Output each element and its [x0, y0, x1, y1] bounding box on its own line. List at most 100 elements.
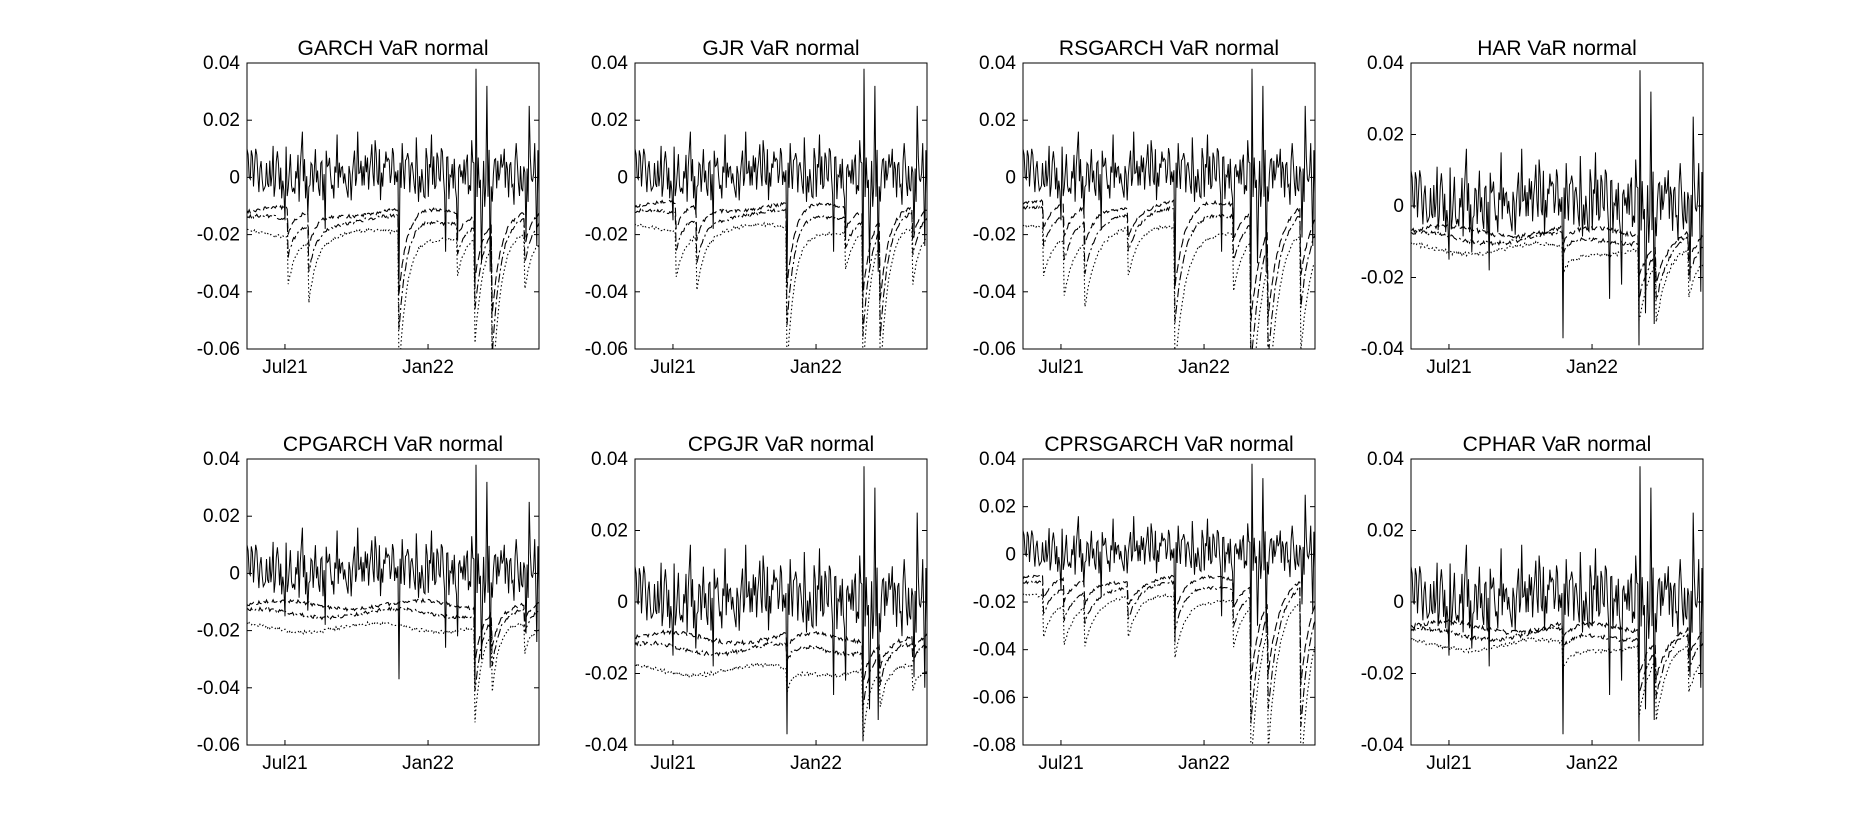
- y-tick-label: 0: [1005, 167, 1016, 188]
- subplot-6: CPGJR VaR normal -0.04 -0.02 0 0.02 0.04 Jul21…: [585, 433, 928, 774]
- x-tick-label: Jul21: [650, 357, 695, 378]
- x-tick-label: Jul21: [1038, 357, 1083, 378]
- y-tick-label: -0.02: [197, 225, 240, 246]
- var-line-dashed: [247, 597, 539, 665]
- y-tick-label: -0.06: [973, 339, 1016, 360]
- y-tick-label: 0.04: [203, 53, 240, 74]
- subplot-title: HAR VaR normal: [1477, 37, 1637, 60]
- y-tick-label: 0.02: [203, 110, 240, 131]
- y-tick-label: -0.06: [973, 687, 1016, 708]
- axes-box: [634, 62, 928, 350]
- var-line-dotted: [1411, 636, 1703, 721]
- var-line-dash-dot: [247, 213, 539, 349]
- x-tick-label: Jul21: [650, 753, 695, 774]
- var-line-dashed: [635, 199, 927, 299]
- subplot-5: CPGARCH VaR normal -0.06 -0.04 -0.02 0 0.02 0.…: [197, 433, 540, 774]
- y-tick-label: 0.02: [203, 506, 240, 527]
- x-tick-label: Jan22: [790, 753, 842, 774]
- var-line-dashed: [1411, 618, 1703, 680]
- var-line-dashed: [247, 204, 539, 314]
- x-tick-label: Jan22: [1178, 357, 1230, 378]
- y-tick-label: -0.06: [197, 735, 240, 756]
- var-line-dash-dot: [1411, 229, 1703, 300]
- returns-line: [1023, 68, 1315, 289]
- y-tick-label: -0.04: [585, 282, 629, 303]
- x-tick-label: Jul21: [262, 357, 307, 378]
- var-line-dotted: [1023, 223, 1315, 349]
- subplot-title: GJR VaR normal: [702, 37, 859, 60]
- returns-line: [1023, 463, 1315, 648]
- var-line-dash-dot: [247, 606, 539, 692]
- y-tick-label: 0.02: [979, 110, 1016, 131]
- y-tick-label: -0.02: [973, 592, 1016, 613]
- var-line-dotted: [1411, 240, 1703, 322]
- y-tick-label: -0.04: [973, 282, 1017, 303]
- y-tick-label: 0: [1393, 592, 1404, 613]
- y-tick-label: 0: [617, 592, 628, 613]
- y-tick-label: -0.06: [197, 339, 240, 360]
- var-line-dashed: [1023, 573, 1315, 685]
- y-tick-label: -0.06: [585, 339, 628, 360]
- y-tick-label: 0: [229, 563, 240, 584]
- y-tick-label: 0: [1005, 544, 1016, 565]
- y-tick-label: 0.04: [591, 449, 628, 470]
- var-line-dashed: [1023, 198, 1315, 322]
- y-tick-label: 0.04: [979, 449, 1016, 470]
- var-line-dash-dot: [1023, 579, 1315, 727]
- x-tick-label: Jan22: [1178, 753, 1230, 774]
- y-tick-label: 0: [1393, 196, 1404, 217]
- returns-line: [635, 68, 927, 289]
- var-line-dotted: [1023, 592, 1315, 745]
- y-tick-label: 0: [617, 167, 628, 188]
- subplot-4: HAR VaR normal -0.04 -0.02 0 0.02 0.04 Jul21 Ja…: [1361, 37, 1704, 378]
- returns-line: [1411, 70, 1703, 346]
- y-tick-label: -0.02: [1361, 268, 1404, 289]
- returns-line: [1411, 466, 1703, 742]
- y-tick-label: -0.02: [197, 621, 240, 642]
- y-tick-label: 0: [229, 167, 240, 188]
- subplot-7: CPRSGARCH VaR normal -0.08 -0.06 -0.04 -0.02…: [973, 433, 1316, 774]
- y-tick-label: 0.04: [1367, 449, 1404, 470]
- subplot-2: GJR VaR normal -0.06 -0.04 -0.02 0 0.02 0.04 Ju…: [585, 37, 928, 378]
- y-tick-label: -0.04: [585, 735, 629, 756]
- var-line-dash-dot: [635, 640, 927, 710]
- x-tick-label: Jul21: [1426, 357, 1471, 378]
- x-tick-label: Jan22: [790, 357, 842, 378]
- y-tick-label: -0.02: [973, 225, 1016, 246]
- subplot-title: RSGARCH VaR normal: [1059, 37, 1279, 60]
- subplot-3: RSGARCH VaR normal -0.06 -0.04 -0.02 0 0.02 0.…: [973, 37, 1316, 378]
- y-tick-label: -0.04: [197, 678, 241, 699]
- x-tick-label: Jan22: [402, 357, 454, 378]
- y-tick-label: -0.02: [585, 664, 628, 685]
- x-tick-label: Jan22: [1566, 753, 1618, 774]
- x-tick-label: Jul21: [1038, 753, 1083, 774]
- y-tick-label: 0.04: [203, 449, 240, 470]
- var-line-dotted: [247, 620, 539, 723]
- y-tick-label: -0.04: [1361, 339, 1405, 360]
- subplot-8: CPHAR VaR normal -0.04 -0.02 0 0.02 0.04 Jul21…: [1361, 433, 1704, 774]
- returns-line: [247, 68, 539, 289]
- y-tick-label: -0.04: [197, 282, 241, 303]
- y-tick-label: 0.02: [1367, 125, 1404, 146]
- y-tick-label: 0.04: [1367, 53, 1404, 74]
- y-tick-label: 0.02: [591, 110, 628, 131]
- x-tick-label: Jan22: [402, 753, 454, 774]
- var-line-dash-dot: [1023, 204, 1315, 349]
- var-line-dotted: [635, 660, 927, 741]
- subplot-title: GARCH VaR normal: [298, 37, 489, 60]
- returns-line: [635, 466, 927, 742]
- subplot-title: CPHAR VaR normal: [1463, 433, 1652, 456]
- y-tick-label: 0.04: [979, 53, 1016, 74]
- y-tick-label: -0.04: [1361, 735, 1405, 756]
- y-tick-label: 0.04: [591, 53, 628, 74]
- y-tick-label: 0.02: [591, 521, 628, 542]
- subplot-title: CPRSGARCH VaR normal: [1044, 433, 1293, 456]
- var-line-dash-dot: [1411, 625, 1703, 699]
- y-tick-label: -0.02: [585, 225, 628, 246]
- y-tick-label: -0.04: [973, 640, 1017, 661]
- y-tick-label: -0.02: [1361, 664, 1404, 685]
- x-tick-label: Jul21: [262, 753, 307, 774]
- y-tick-label: 0.02: [1367, 521, 1404, 542]
- axes-box: [246, 458, 540, 746]
